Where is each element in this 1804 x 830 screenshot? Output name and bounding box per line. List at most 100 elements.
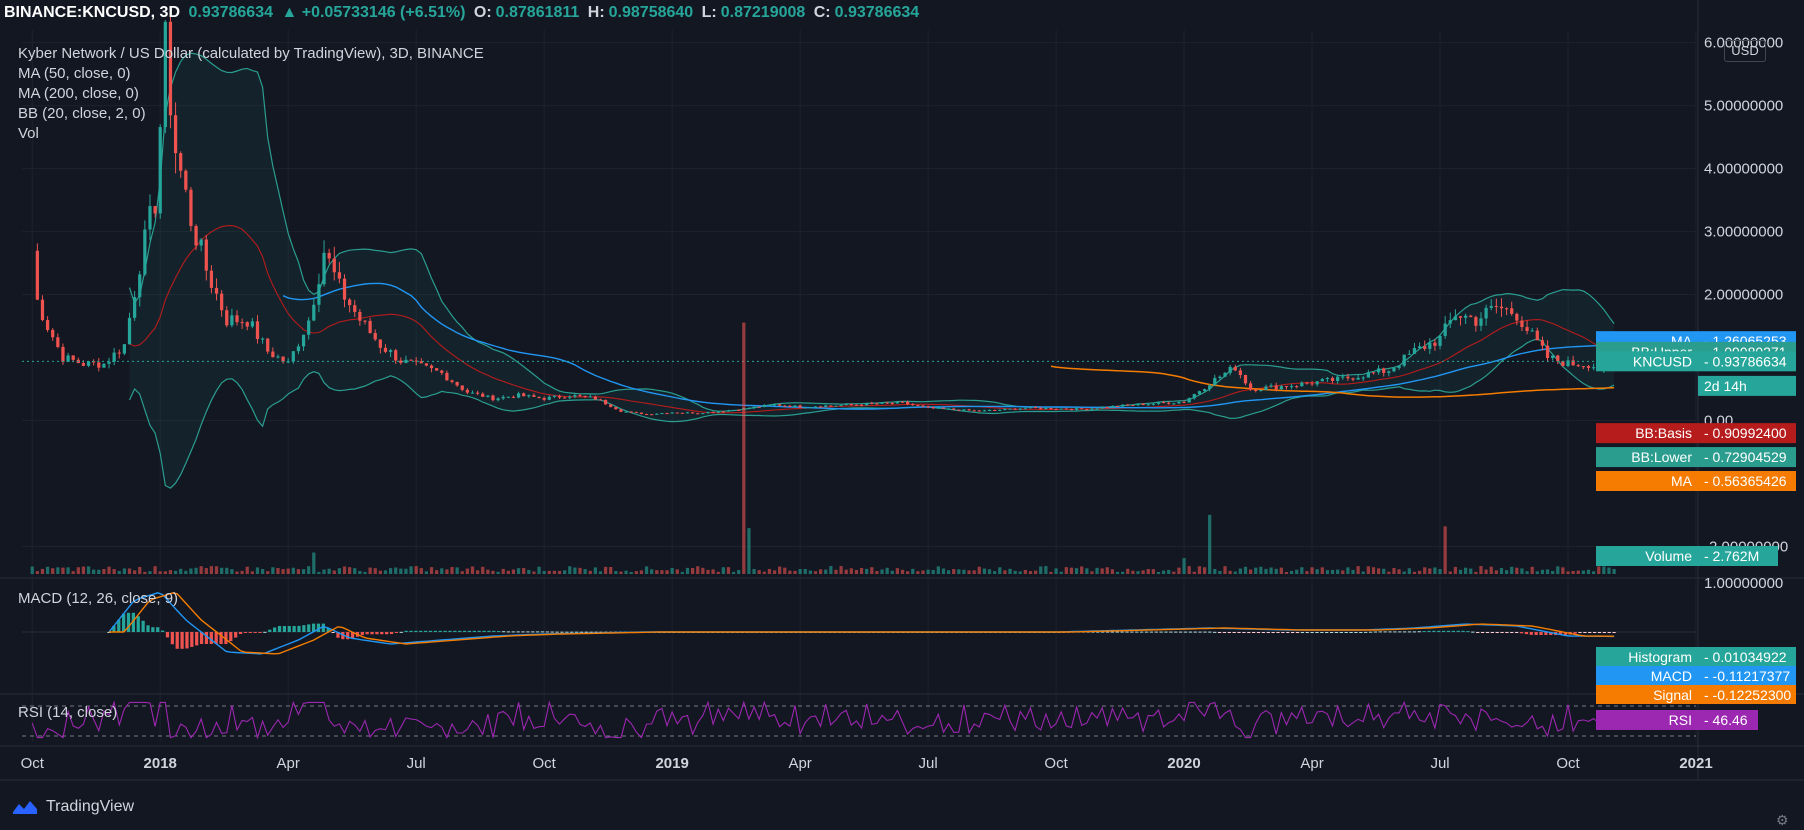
macd-histogram-bar xyxy=(482,630,486,632)
volume-bar xyxy=(1453,566,1458,574)
volume-bar xyxy=(30,566,34,574)
volume-bar xyxy=(691,567,695,574)
candle-body xyxy=(81,363,86,366)
volume-bar xyxy=(573,567,577,574)
tradingview-logo[interactable]: TradingView xyxy=(12,798,134,816)
candle-body xyxy=(117,352,121,354)
candle-body xyxy=(45,320,50,330)
candle-body xyxy=(588,396,592,398)
volume-bar xyxy=(1136,571,1140,574)
gear-icon[interactable]: ⚙ xyxy=(1776,812,1789,828)
price-label: BB:Basis - 0.90992400 xyxy=(1596,423,1796,444)
candle-body xyxy=(199,239,203,246)
candle-body xyxy=(435,368,439,371)
price-label-name: BB:Lower xyxy=(1631,449,1692,465)
macd-histogram-bar xyxy=(1110,631,1115,633)
macd-histogram-bar xyxy=(1120,631,1124,633)
volume-bar xyxy=(1254,567,1258,574)
macd-histogram-bar xyxy=(1159,631,1163,633)
candle-body xyxy=(266,338,270,352)
macd-histogram-bar xyxy=(419,630,423,632)
candle-body xyxy=(209,270,214,288)
macd-histogram-bar xyxy=(224,632,228,644)
candle-body xyxy=(752,406,756,409)
candle-body xyxy=(880,402,884,404)
currency-button[interactable]: USD xyxy=(1724,40,1766,62)
candle-body xyxy=(793,405,797,407)
macd-histogram-bar xyxy=(1466,631,1470,633)
candle-body xyxy=(1433,342,1437,346)
candle-body xyxy=(1371,372,1376,374)
candle-body xyxy=(1223,372,1227,377)
candle-body xyxy=(921,405,925,407)
volume-bar xyxy=(1591,571,1596,574)
volume-bar xyxy=(547,570,551,574)
price-label-value: - 0.56365426 xyxy=(1704,473,1787,489)
candle-body xyxy=(214,287,219,294)
macd-label-name: Histogram xyxy=(1628,649,1692,665)
legend-vol[interactable]: Vol xyxy=(18,125,39,142)
macd-histogram-bar xyxy=(234,632,238,638)
volume-bar xyxy=(542,571,546,574)
macd-histogram-bar xyxy=(1359,632,1363,633)
volume-bar xyxy=(609,566,613,574)
volume-bar xyxy=(859,567,864,574)
macd-histogram-bar xyxy=(424,630,428,632)
candle-body xyxy=(348,299,352,306)
volume-bar xyxy=(322,569,326,574)
rsi-label[interactable]: RSI (14, close) xyxy=(18,704,118,721)
candle-body xyxy=(1453,316,1458,321)
candle-body xyxy=(1361,377,1365,379)
macd-histogram-bar xyxy=(1597,632,1602,633)
macd-histogram-bar xyxy=(1242,632,1246,633)
legend-bb[interactable]: BB (20, close, 2, 0) xyxy=(18,105,146,122)
volume-bar xyxy=(220,567,224,574)
macd-histogram-bar xyxy=(122,613,126,632)
symbol-name[interactable]: BINANCE:KNCUSD, 3D xyxy=(4,4,181,21)
volume-bar xyxy=(1100,568,1104,574)
macd-histogram-bar xyxy=(1096,631,1100,633)
volume-bar xyxy=(1356,566,1360,574)
volume-label-name: Volume xyxy=(1645,548,1692,564)
volume-bar xyxy=(481,566,485,574)
price-label-tag xyxy=(1596,351,1698,372)
macd-histogram-bar xyxy=(277,626,282,632)
open-value: 0.87861811 xyxy=(495,4,580,21)
macd-label[interactable]: MACD (12, 26, close, 9) xyxy=(18,590,179,607)
y-tick-label: 3.00000000 xyxy=(1704,224,1783,241)
macd-histogram-bar xyxy=(1154,631,1158,633)
volume-bar xyxy=(1474,571,1478,574)
macd-histogram-bar xyxy=(394,632,399,633)
candle-body xyxy=(972,410,976,412)
macd-histogram-bar xyxy=(550,631,554,633)
legend-ma200[interactable]: MA (200, close, 0) xyxy=(18,85,139,102)
volume-bar xyxy=(875,571,879,574)
volume-bar xyxy=(1510,566,1514,574)
macd-histogram-bar xyxy=(297,625,301,632)
candle-body xyxy=(271,351,275,358)
volume-bar xyxy=(1074,568,1079,574)
volume-bar xyxy=(1013,570,1017,574)
x-tick-label: Oct xyxy=(1044,755,1068,772)
candle-body xyxy=(1208,385,1212,390)
candle-body xyxy=(1474,317,1478,326)
macd-histogram-bar xyxy=(341,632,345,640)
volume-bar xyxy=(1069,567,1074,574)
price-label-box xyxy=(1698,423,1796,444)
volume-bar xyxy=(522,568,526,574)
candle-body xyxy=(839,405,843,407)
volume-bar xyxy=(1064,567,1068,574)
macd-histogram-bar xyxy=(1417,631,1421,633)
volume-bar xyxy=(179,568,183,574)
macd-histogram-bar xyxy=(1188,631,1192,633)
macd-histogram-bar xyxy=(346,632,350,640)
volume-bar xyxy=(51,568,55,574)
volume-bar xyxy=(383,570,388,574)
volume-bar xyxy=(260,569,265,574)
macd-histogram-bar xyxy=(238,632,243,635)
volume-bar xyxy=(813,571,818,574)
volume-bar xyxy=(1366,566,1370,574)
candle-body xyxy=(1484,307,1488,319)
legend-ma50[interactable]: MA (50, close, 0) xyxy=(18,65,131,82)
rsi-line xyxy=(31,700,1615,740)
